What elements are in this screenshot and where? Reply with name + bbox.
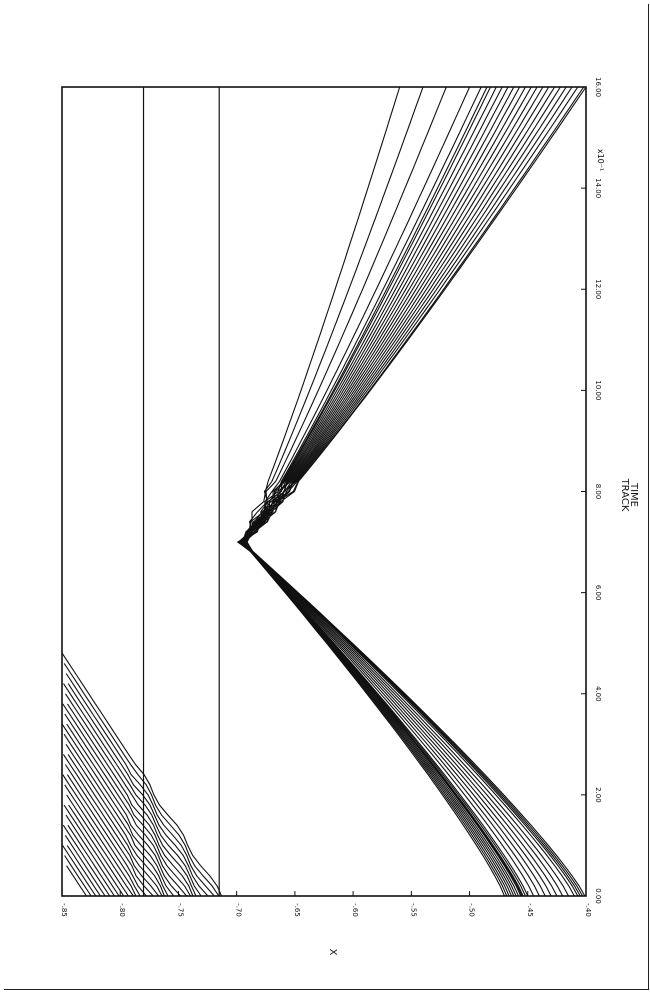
plot-area-frame (61, 86, 587, 897)
time-tick-label: 6.00 (594, 585, 602, 601)
lower-track-line (238, 86, 515, 897)
upper-track-line (65, 673, 215, 897)
lower-track-line (243, 86, 575, 897)
x-tick-label: -.80 (118, 903, 126, 917)
x-tick-label: -.40 (584, 903, 592, 917)
lower-track-line (245, 86, 522, 897)
upper-track-line (64, 855, 92, 897)
upper-track-line (65, 814, 120, 897)
upper-track-line (66, 865, 87, 897)
lower-track-line (241, 86, 524, 897)
upper-track-line (63, 663, 220, 897)
lower-track-line (237, 86, 587, 897)
upper-track-line (62, 845, 97, 897)
time-tick-label: 10.00 (594, 380, 602, 400)
upper-track-line (66, 845, 101, 897)
upper-track-line (64, 834, 106, 897)
lower-track-line (244, 86, 579, 897)
upper-track-line (64, 784, 137, 897)
lower-track-line (240, 86, 585, 897)
page-frame (4, 4, 649, 990)
upper-track-line (65, 693, 197, 897)
x-tick-label: -.55 (409, 903, 417, 917)
x-axis-title-track: TRACK (619, 478, 630, 512)
upper-track-line (64, 713, 188, 897)
lower-track-line (236, 86, 581, 897)
x-axis-ticks: -.85 -.80 -.75 -.70 -.65 -.60 -.55 -.50 -.45 -.40 (60, 891, 592, 917)
upper-track-line (67, 683, 209, 897)
upper-track-line (63, 733, 169, 897)
upper-track-line (67, 824, 115, 897)
upper-track-line (62, 824, 111, 897)
x-tick-label: -.45 (526, 903, 534, 917)
lower-track-line (237, 86, 526, 897)
x-axis-title: TIME (628, 482, 639, 507)
upper-track-line (63, 804, 125, 897)
upper-track-line (61, 723, 175, 897)
time-tick-label: 16.00 (594, 77, 602, 97)
x-tick-label: -.70 (235, 903, 243, 917)
time-tick-label: 14.00 (594, 178, 602, 198)
x-tick-label: -.65 (293, 903, 301, 917)
lower-track-line (246, 86, 573, 897)
upper-track-line (66, 723, 182, 897)
track-lines (61, 86, 587, 897)
upper-track-line (62, 703, 191, 897)
lower-track-line (246, 86, 535, 897)
x-tick-label: -.60 (351, 903, 359, 917)
x-tick-label: -.85 (60, 903, 68, 917)
lower-track-line (239, 86, 583, 897)
lower-track-line (246, 86, 569, 897)
reference-lines (142, 87, 220, 896)
x-axis-multiplier: x10⁻¹ (596, 149, 605, 171)
upper-track-line (65, 743, 165, 897)
lower-track-line (239, 86, 579, 897)
time-axis-ticks: 0.00 2.00 4.00 6.00 8.00 10.00 12.00 14.00 16.00 (581, 77, 602, 904)
x-tick-label: -.75 (176, 903, 184, 917)
upper-track-line (67, 703, 194, 897)
upper-track-line (62, 774, 141, 897)
upper-track-line (66, 774, 147, 897)
upper-track-line (66, 794, 134, 897)
time-tick-label: 0.00 (594, 888, 602, 904)
x-tick-label: -.50 (468, 903, 476, 917)
lower-track-line (241, 86, 523, 897)
time-tick-label: 12.00 (594, 279, 602, 299)
upper-track-line (61, 652, 223, 897)
lower-track-line (246, 86, 519, 897)
upper-track-line (64, 764, 154, 897)
upper-track-line (62, 754, 160, 897)
lower-track-line (245, 86, 529, 897)
upper-track-line (67, 754, 163, 897)
time-tick-label: 8.00 (594, 484, 602, 500)
time-tick-label: 4.00 (594, 686, 602, 702)
lower-track-line (242, 86, 517, 897)
time-tick-label: 2.00 (594, 787, 602, 803)
upper-track-line (68, 804, 129, 897)
y-axis-title: X (327, 949, 338, 956)
upper-track-line (63, 683, 202, 897)
